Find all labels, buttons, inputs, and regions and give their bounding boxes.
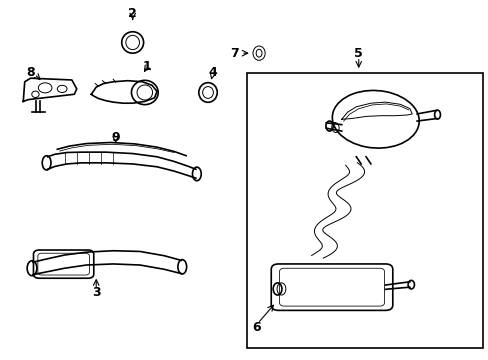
Text: 4: 4	[208, 66, 217, 79]
Text: 1: 1	[142, 60, 151, 73]
Text: 5: 5	[354, 47, 363, 60]
Bar	[246, 73, 482, 348]
Text: 8: 8	[26, 66, 35, 79]
Text: 9: 9	[111, 131, 120, 144]
Text: 2: 2	[128, 8, 137, 21]
Text: 3: 3	[92, 286, 101, 299]
Text: 7: 7	[229, 47, 238, 60]
Text: 6: 6	[252, 321, 261, 334]
